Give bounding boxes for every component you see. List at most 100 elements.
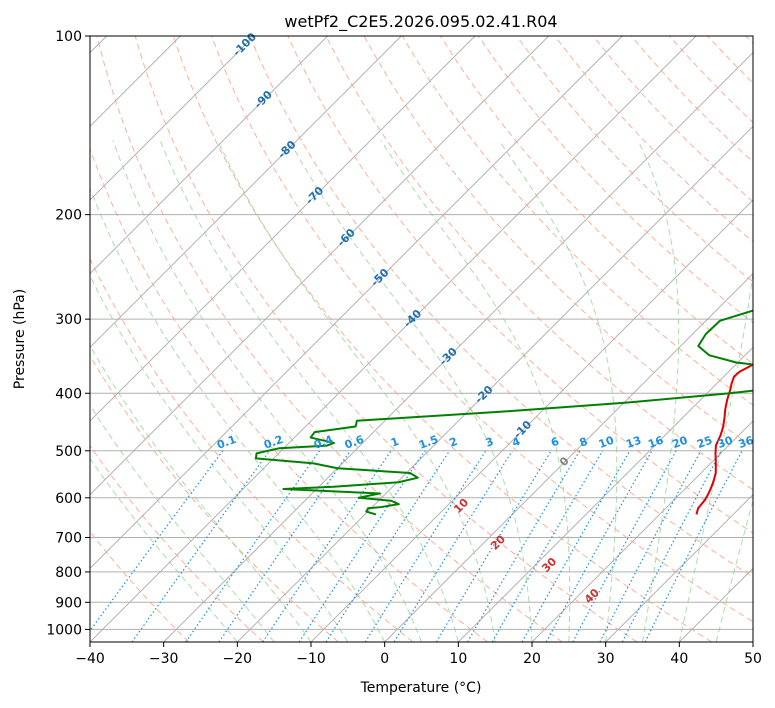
isotherm-line	[90, 36, 328, 275]
moist-adiabat-line	[159, 140, 459, 642]
mixing-ratio-line	[131, 450, 271, 642]
moist-adiabat-line	[90, 187, 386, 642]
mixing-ratio-label: 0.1	[215, 433, 238, 452]
isotherm-line	[163, 52, 753, 642]
y-tick-label: 500	[55, 444, 82, 460]
mixing-ratio-label: 8	[578, 435, 590, 450]
mixing-ratio-label: 25	[695, 434, 714, 451]
moist-adiabat-line	[678, 269, 753, 642]
plot-background	[90, 36, 753, 642]
isotherm-line	[90, 36, 549, 496]
isotherm-line	[90, 36, 623, 569]
y-axis-label: Pressure (hPa)	[12, 289, 28, 389]
dry-adiabat-line	[325, 36, 753, 491]
x-axis-label: Temperature (°C)	[360, 680, 482, 696]
x-tick-label: 10	[449, 651, 467, 667]
moist-adiabat-line	[90, 404, 275, 642]
mixing-ratio-line	[218, 450, 351, 642]
mixing-ratio-label: 0.2	[262, 433, 285, 452]
isotherm-line	[237, 125, 753, 642]
isotherm-line	[752, 641, 753, 642]
mixing-ratio-label: 0.4	[312, 433, 335, 452]
mixing-ratio-line	[435, 450, 552, 642]
mixing-ratio-line	[644, 450, 743, 642]
plot-frame	[89, 35, 754, 643]
isotherm-line	[90, 36, 255, 201]
y-tick-label: 800	[55, 565, 82, 581]
moist-adiabat-line	[498, 140, 618, 642]
mixing-ratio-line	[545, 450, 653, 642]
x-tick-label: −10	[296, 651, 326, 667]
isotherm-line	[90, 36, 476, 422]
mixing-ratio-line	[521, 450, 631, 642]
moist-adiabat-line	[112, 140, 422, 642]
moist-adiabat-lines	[90, 140, 753, 642]
mixing-ratio-label: 20	[671, 433, 690, 451]
moist-adiabat-line	[288, 140, 533, 642]
dry-adiabat-line	[249, 36, 753, 578]
x-tick-label: −30	[149, 651, 179, 667]
isotherm-line	[90, 36, 402, 348]
isotherm-line	[384, 273, 753, 642]
x-tick-label: −20	[223, 651, 253, 667]
mixing-ratio-line	[364, 450, 487, 642]
dry-adiabat-line	[90, 257, 414, 642]
x-tick-label: 40	[670, 651, 688, 667]
dry-adiabat-line	[90, 444, 264, 642]
y-tick-label: 300	[55, 312, 82, 328]
x-tick-label: 30	[597, 651, 615, 667]
dry-adiabat-line	[90, 354, 339, 642]
mixing-ratio-line	[572, 450, 677, 642]
x-tick-label: 0	[380, 651, 389, 667]
moist-adiabat-line	[90, 344, 312, 642]
moist-adiabat-line	[380, 140, 571, 642]
y-axis-ticks: 100 200 300 400 500 600 700 800 900 1000	[46, 29, 90, 638]
moist-adiabat-line	[90, 274, 349, 642]
mixing-ratio-line	[298, 450, 426, 642]
y-tick-label: 900	[55, 595, 82, 611]
x-tick-label: 20	[523, 651, 541, 667]
moist-adiabat-line	[90, 457, 238, 642]
mixing-ratio-label: 1.5	[417, 433, 440, 452]
y-tick-label: 700	[55, 531, 82, 547]
mixing-ratio-line	[599, 450, 702, 642]
mixing-ratio-label: 6	[549, 435, 561, 450]
mixing-ratio-lines	[90, 450, 743, 642]
mixing-ratio-label: 10	[597, 433, 616, 451]
mixing-ratio-line	[185, 450, 321, 642]
chart-title: wetPf2_C2E5.2026.095.02.41.R04	[284, 12, 557, 32]
y-tick-label: 400	[55, 386, 82, 402]
isotherm-line	[605, 494, 753, 642]
moist-adiabat-line	[637, 140, 680, 642]
dry-adiabat-line	[211, 36, 753, 623]
mixing-ratio-line	[90, 450, 224, 632]
x-axis-ticks: −40 −30 −20 −10 0 10 20 30 40 50	[75, 642, 762, 667]
dry-adiabat-lines	[90, 36, 753, 642]
mixing-ratio-label: 16	[646, 433, 665, 451]
moist-adiabat-line	[217, 140, 496, 642]
mixing-ratio-label: 0.6	[343, 433, 366, 452]
y-tick-label: 200	[55, 208, 82, 224]
mixing-ratio-label: 4	[510, 435, 522, 450]
dewpoint-profile-line	[254, 309, 753, 516]
dry-adiabat-line	[172, 36, 712, 642]
mixing-ratio-label: 1	[389, 435, 401, 450]
isotherm-line	[458, 346, 753, 642]
moist-adiabat-line	[715, 498, 753, 642]
mixing-ratio-line	[325, 450, 451, 642]
y-tick-label: 1000	[46, 622, 82, 638]
mixing-ratio-label: 3	[484, 435, 496, 450]
mixing-ratio-label: 30	[716, 433, 735, 451]
isotherm-line	[531, 420, 753, 642]
y-tick-label: 600	[55, 491, 82, 507]
dry-adiabat-line	[287, 36, 753, 534]
dry-adiabat-line	[134, 36, 638, 642]
dry-adiabat-line	[96, 36, 563, 642]
mixing-ratio-label: 2	[448, 435, 460, 450]
x-tick-label: −40	[75, 651, 105, 667]
y-tick-label: 100	[55, 29, 82, 45]
dry-adiabat-line	[516, 36, 753, 283]
mixing-ratio-label: 13	[624, 434, 643, 451]
x-tick-label: 50	[744, 651, 762, 667]
